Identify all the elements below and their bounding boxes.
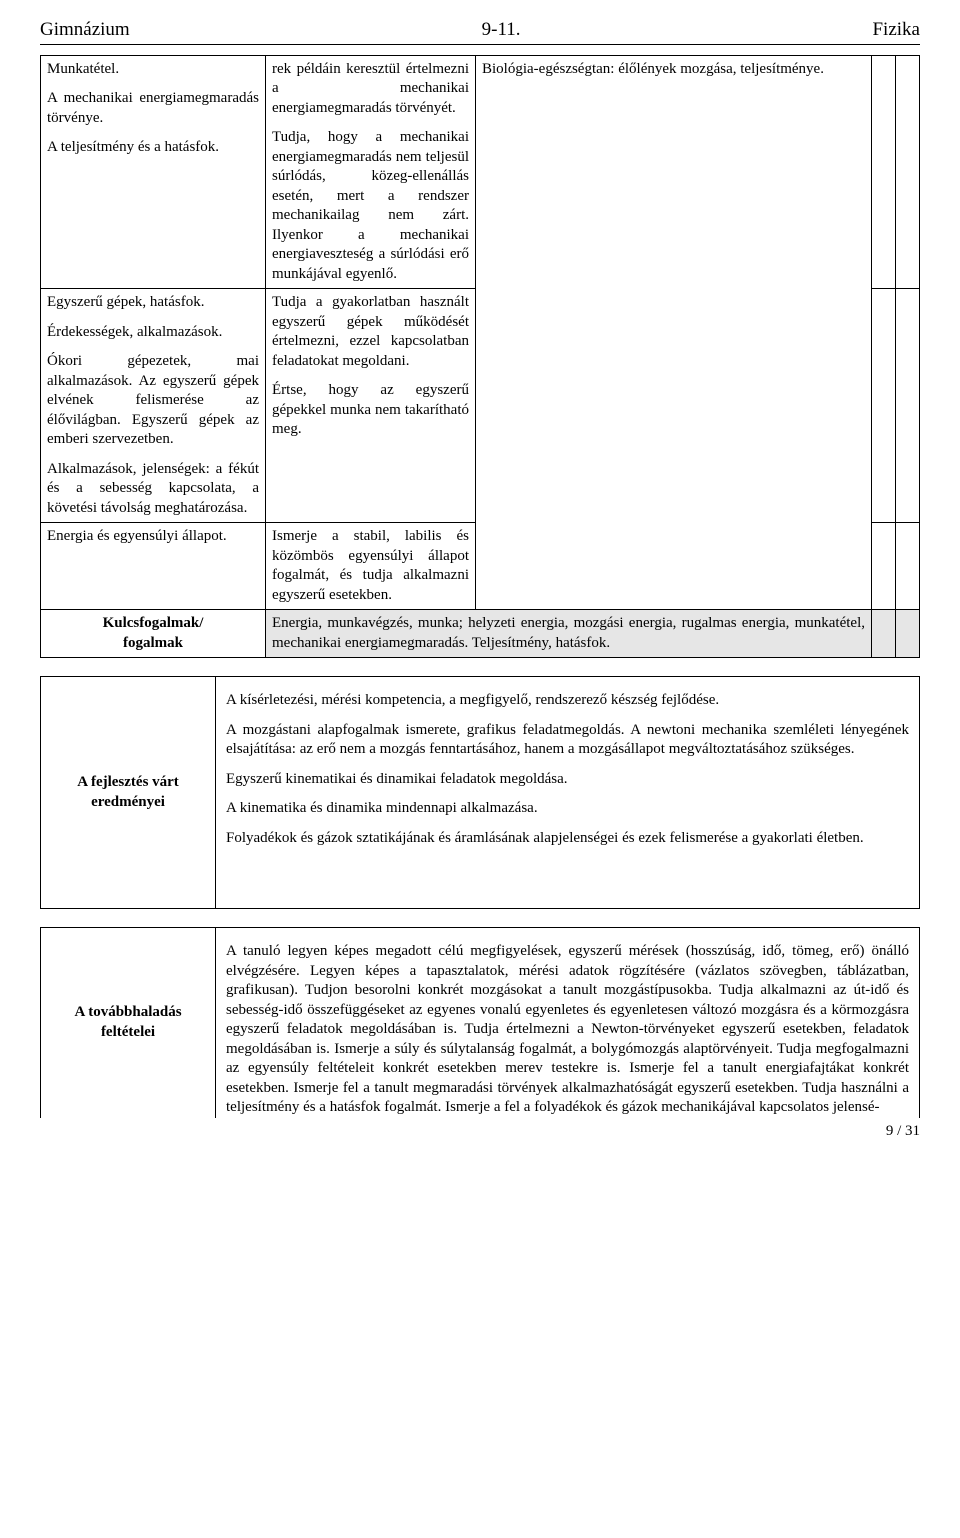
prerequisites-label: A továbbhaladás feltételei (41, 928, 216, 1118)
para: A mechanikai energiamegmaradás törvénye. (47, 89, 259, 128)
keywords-label-line1: Kulcsfogalmak/ (103, 615, 204, 631)
cell-empty (896, 523, 920, 610)
para: Tudja a gyakorlatban használt egyszerű g… (272, 293, 469, 371)
prerequisites-content: A tanuló legyen képes megadott célú megf… (216, 928, 920, 1118)
cell-empty (896, 289, 920, 523)
table-row: A fejlesztés várt eredményei A kísérlete… (41, 677, 920, 909)
cell-empty (896, 610, 920, 658)
para: Egyszerű gépek, hatásfok. (47, 293, 259, 313)
cell-empty (872, 289, 896, 523)
expected-results-label: A fejlesztés várt eredményei (41, 677, 216, 909)
header-center: 9-11. (482, 18, 521, 43)
curriculum-table: Munkatétel. A mechanikai energiamegmarad… (40, 55, 920, 659)
cell-empty (872, 55, 896, 289)
keywords-row: Kulcsfogalmak/ fogalmak Energia, munkavé… (41, 610, 920, 658)
cell-requirement: rek példáin keresztül értelmezni a mecha… (266, 55, 476, 289)
para: Alkalmazások, jelenségek: a fékút és a s… (47, 460, 259, 519)
para: Ismerje a stabil, labilis és közömbös eg… (272, 527, 469, 605)
cell-topic: Egyszerű gépek, hatásfok. Érdekességek, … (41, 289, 266, 523)
para: A mozgástani alapfogalmak ismerete, graf… (226, 721, 909, 760)
cell-requirement: Tudja a gyakorlatban használt egyszerű g… (266, 289, 476, 523)
para: A tanuló legyen képes megadott célú megf… (226, 942, 909, 1118)
para: Energia és egyensúlyi állapot. (47, 527, 259, 547)
page-header: Gimnázium 9-11. Fizika (40, 18, 920, 45)
table-row: Munkatétel. A mechanikai energiamegmarad… (41, 55, 920, 289)
cell-requirement: Ismerje a stabil, labilis és közömbös eg… (266, 523, 476, 610)
prerequisites-table: A továbbhaladás feltételei A tanuló legy… (40, 927, 920, 1118)
keywords-content: Energia, munkavégzés, munka; helyzeti en… (266, 610, 872, 658)
para: Folyadékok és gázok sztatikájának és ára… (226, 829, 909, 849)
para: A kinematika és dinamika mindennapi alka… (226, 799, 909, 819)
page-number: 9 / 31 (40, 1122, 920, 1142)
cell-empty (872, 523, 896, 610)
expected-results-content: A kísérletezési, mérési kompetencia, a m… (216, 677, 920, 909)
label-text: A továbbhaladás feltételei (74, 1004, 181, 1040)
para: A kísérletezési, mérési kompetencia, a m… (226, 691, 909, 711)
para: Érdekességek, alkalmazások. (47, 323, 259, 343)
table-row: A továbbhaladás feltételei A tanuló legy… (41, 928, 920, 1118)
para: Energia, munkavégzés, munka; helyzeti en… (272, 614, 865, 653)
cell-topic: Munkatétel. A mechanikai energiamegmarad… (41, 55, 266, 289)
para: Ókori gépezetek, mai alkalmazások. Az eg… (47, 352, 259, 450)
expected-results-table: A fejlesztés várt eredményei A kísérlete… (40, 676, 920, 909)
header-right: Fizika (872, 18, 920, 43)
para: A teljesítmény és a hatásfok. (47, 138, 259, 158)
para: Biológia-egészségtan: élőlények mozgása,… (482, 60, 865, 80)
para: Munkatétel. (47, 60, 259, 80)
label-text: A fejlesztés várt eredményei (77, 774, 179, 810)
keywords-label: Kulcsfogalmak/ fogalmak (41, 610, 266, 658)
para: rek példáin keresztül értelmezni a mecha… (272, 60, 469, 119)
cell-topic: Energia és egyensúlyi állapot. (41, 523, 266, 610)
cell-empty (872, 610, 896, 658)
para: Értse, hogy az egyszerű gépekkel munka n… (272, 381, 469, 440)
header-left: Gimnázium (40, 18, 130, 43)
para: Egyszerű kinematikai és dinamikai felada… (226, 770, 909, 790)
cell-empty (896, 55, 920, 289)
para: Tudja, hogy a mechanikai energiamegmarad… (272, 128, 469, 284)
cell-connection: Biológia-egészségtan: élőlények mozgása,… (476, 55, 872, 610)
keywords-label-line2: fogalmak (123, 635, 183, 651)
